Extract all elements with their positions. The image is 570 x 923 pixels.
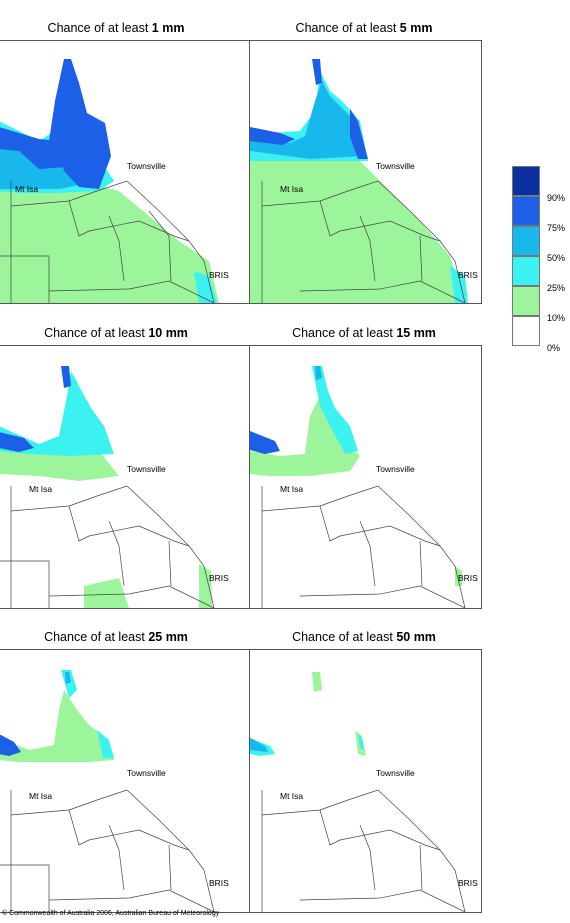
probability-map xyxy=(0,59,219,303)
probability-map xyxy=(0,366,215,608)
probability-map xyxy=(250,366,466,608)
title-amount: 50 mm xyxy=(396,630,436,644)
title-amount: 1 mm xyxy=(151,21,185,35)
place-brisbane: BRIS xyxy=(209,573,229,583)
place-townsville: Townsville xyxy=(376,464,415,474)
map-frame: Townsville Mt Isa BRIS xyxy=(249,345,482,609)
panel-title: Chance of at least 25 mm xyxy=(0,630,236,644)
map-frame: Townsville Mt Isa BRIS xyxy=(0,345,258,609)
place-mt-isa: Mt Isa xyxy=(15,184,39,194)
title-prefix: Chance of at least xyxy=(292,326,397,340)
title-prefix: Chance of at least xyxy=(44,326,149,340)
place-townsville: Townsville xyxy=(127,464,166,474)
map-frame: Townsville Mt Isa BRIS xyxy=(0,40,258,304)
place-mt-isa: Mt Isa xyxy=(280,184,304,194)
title-prefix: Chance of at least xyxy=(295,21,400,35)
panel-title: Chance of at least 1 mm xyxy=(0,21,236,35)
map-frame: Townsville Mt Isa BRIS xyxy=(249,649,482,913)
place-townsville: Townsville xyxy=(127,161,166,171)
place-brisbane: BRIS xyxy=(458,573,478,583)
place-townsville: Townsville xyxy=(127,768,166,778)
title-amount: 25 mm xyxy=(148,630,188,644)
legend-swatch xyxy=(512,226,540,256)
title-amount: 5 mm xyxy=(399,21,433,35)
place-brisbane: BRIS xyxy=(209,878,229,888)
legend-swatch xyxy=(512,256,540,286)
legend-label: 0% xyxy=(547,343,561,353)
panel-title: Chance of at least 50 mm xyxy=(244,630,484,644)
place-brisbane: BRIS xyxy=(458,270,478,280)
legend-swatch xyxy=(512,286,540,316)
title-amount: 10 mm xyxy=(148,326,188,340)
copyright-notice: © Commonwealth of Australia 2006, Austra… xyxy=(2,910,220,917)
legend-label: 75% xyxy=(547,223,566,233)
legend-label: 25% xyxy=(547,283,566,293)
title-prefix: Chance of at least xyxy=(44,630,149,644)
map-frame: Townsville Mt Isa BRIS xyxy=(0,649,258,913)
title-prefix: Chance of at least xyxy=(292,630,397,644)
place-townsville: Townsville xyxy=(376,161,415,171)
legend-label: 10% xyxy=(547,313,566,323)
legend-swatch xyxy=(512,316,540,346)
panel-title: Chance of at least 10 mm xyxy=(0,326,236,340)
probability-map xyxy=(250,672,466,912)
title-amount: 15 mm xyxy=(396,326,436,340)
place-mt-isa: Mt Isa xyxy=(29,791,53,801)
place-brisbane: BRIS xyxy=(209,270,229,280)
legend-swatch xyxy=(512,166,540,196)
title-prefix: Chance of at least xyxy=(47,21,152,35)
legend-label: 90% xyxy=(547,193,566,203)
probability-map xyxy=(0,670,215,912)
map-frame: Townsville Mt Isa BRIS xyxy=(249,40,482,304)
place-mt-isa: Mt Isa xyxy=(280,484,304,494)
probability-map xyxy=(250,59,468,303)
place-brisbane: BRIS xyxy=(458,878,478,888)
place-mt-isa: Mt Isa xyxy=(29,484,53,494)
panel-title: Chance of at least 5 mm xyxy=(244,21,484,35)
place-mt-isa: Mt Isa xyxy=(280,791,304,801)
place-townsville: Townsville xyxy=(376,768,415,778)
legend-label: 50% xyxy=(547,253,566,263)
panel-title: Chance of at least 15 mm xyxy=(244,326,484,340)
legend-swatch xyxy=(512,196,540,226)
